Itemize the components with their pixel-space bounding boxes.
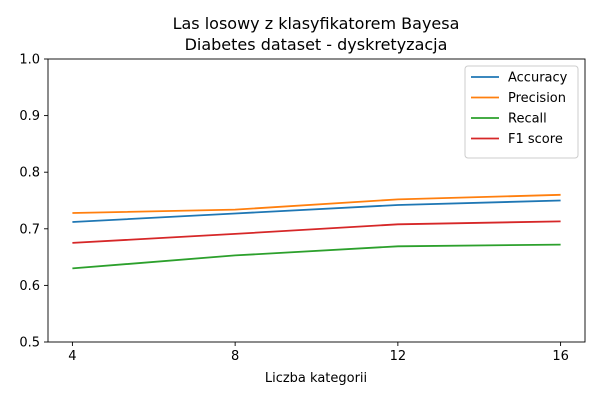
x-axis: 4 8 12 16 [68, 342, 569, 364]
x-tick-label: 12 [390, 349, 407, 364]
series-lines [72, 193, 561, 270]
x-tick-label: 4 [68, 349, 76, 364]
y-axis: 0.5 0.6 0.7 0.8 0.9 1.0 [19, 53, 48, 351]
x-axis-label: Liczba kategorii [265, 371, 367, 386]
series-line-f1-score [72, 220, 561, 244]
series-line-precision [72, 193, 561, 214]
legend: Accuracy Precision Recall F1 score [464, 65, 579, 159]
legend-label: Precision [508, 91, 566, 106]
chart-title: Las losowy z klasyfikatorem Bayesa [173, 14, 460, 33]
x-tick-label: 8 [231, 349, 239, 364]
y-tick-label: 0.6 [19, 279, 40, 294]
plot-area [47, 58, 586, 343]
plot-frame [47, 58, 586, 343]
legend-label: F1 score [508, 132, 563, 147]
y-tick-label: 0.5 [19, 336, 40, 351]
series-line-recall [72, 243, 561, 270]
legend-label: Recall [508, 112, 547, 127]
legend-box [464, 65, 579, 159]
y-tick-label: 1.0 [19, 53, 40, 68]
y-tick-label: 0.7 [19, 222, 40, 237]
y-tick-label: 0.8 [19, 166, 40, 181]
y-tick-label: 0.9 [19, 109, 40, 124]
legend-label: Accuracy [508, 71, 568, 86]
chart-subtitle: Diabetes dataset - dyskretyzacja [185, 35, 448, 54]
series-line-accuracy [72, 199, 561, 223]
x-tick-label: 16 [552, 349, 569, 364]
